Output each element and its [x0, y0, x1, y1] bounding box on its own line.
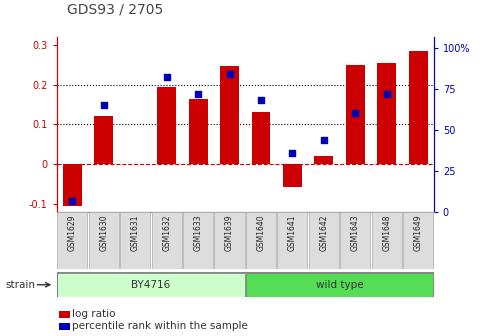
- Bar: [63, 164, 82, 206]
- Bar: [57, 212, 87, 269]
- Text: GSM1640: GSM1640: [256, 215, 266, 251]
- Bar: [377, 63, 396, 164]
- Text: GSM1630: GSM1630: [99, 215, 108, 251]
- Point: [194, 91, 202, 96]
- Bar: [278, 212, 308, 269]
- Bar: [157, 87, 176, 164]
- Bar: [120, 212, 150, 269]
- Point: [100, 102, 108, 108]
- Bar: [89, 212, 119, 269]
- Point: [69, 198, 76, 204]
- Bar: [152, 212, 182, 269]
- Point: [163, 75, 171, 80]
- Bar: [94, 116, 113, 164]
- Bar: [183, 212, 213, 269]
- Bar: [315, 156, 333, 164]
- Text: BY4716: BY4716: [131, 280, 171, 290]
- Bar: [340, 212, 370, 269]
- Text: GSM1631: GSM1631: [131, 215, 140, 251]
- Point: [352, 111, 359, 116]
- Text: strain: strain: [5, 280, 35, 290]
- Text: GSM1641: GSM1641: [288, 215, 297, 251]
- Bar: [309, 212, 339, 269]
- Bar: [246, 212, 276, 269]
- Point: [257, 98, 265, 103]
- Text: GSM1642: GSM1642: [319, 215, 328, 251]
- Text: GSM1629: GSM1629: [68, 215, 77, 251]
- Text: GSM1643: GSM1643: [351, 215, 360, 251]
- Text: GDS93 / 2705: GDS93 / 2705: [67, 3, 163, 17]
- Bar: [246, 273, 433, 297]
- Bar: [372, 212, 402, 269]
- Point: [383, 91, 390, 96]
- Point: [288, 150, 296, 156]
- Text: GSM1648: GSM1648: [382, 215, 391, 251]
- Bar: [283, 164, 302, 187]
- Text: GSM1632: GSM1632: [162, 215, 171, 251]
- Bar: [189, 98, 208, 164]
- Text: percentile rank within the sample: percentile rank within the sample: [72, 321, 248, 331]
- Bar: [409, 51, 427, 164]
- Point: [320, 137, 328, 142]
- Text: log ratio: log ratio: [72, 309, 116, 319]
- Bar: [220, 66, 239, 164]
- Bar: [214, 212, 245, 269]
- Bar: [346, 65, 365, 164]
- Text: GSM1639: GSM1639: [225, 215, 234, 251]
- Bar: [251, 112, 270, 164]
- Text: GSM1649: GSM1649: [414, 215, 423, 251]
- Text: wild type: wild type: [316, 280, 363, 290]
- Bar: [57, 273, 245, 297]
- Text: GSM1633: GSM1633: [194, 215, 203, 251]
- Bar: [403, 212, 433, 269]
- Point: [226, 72, 234, 77]
